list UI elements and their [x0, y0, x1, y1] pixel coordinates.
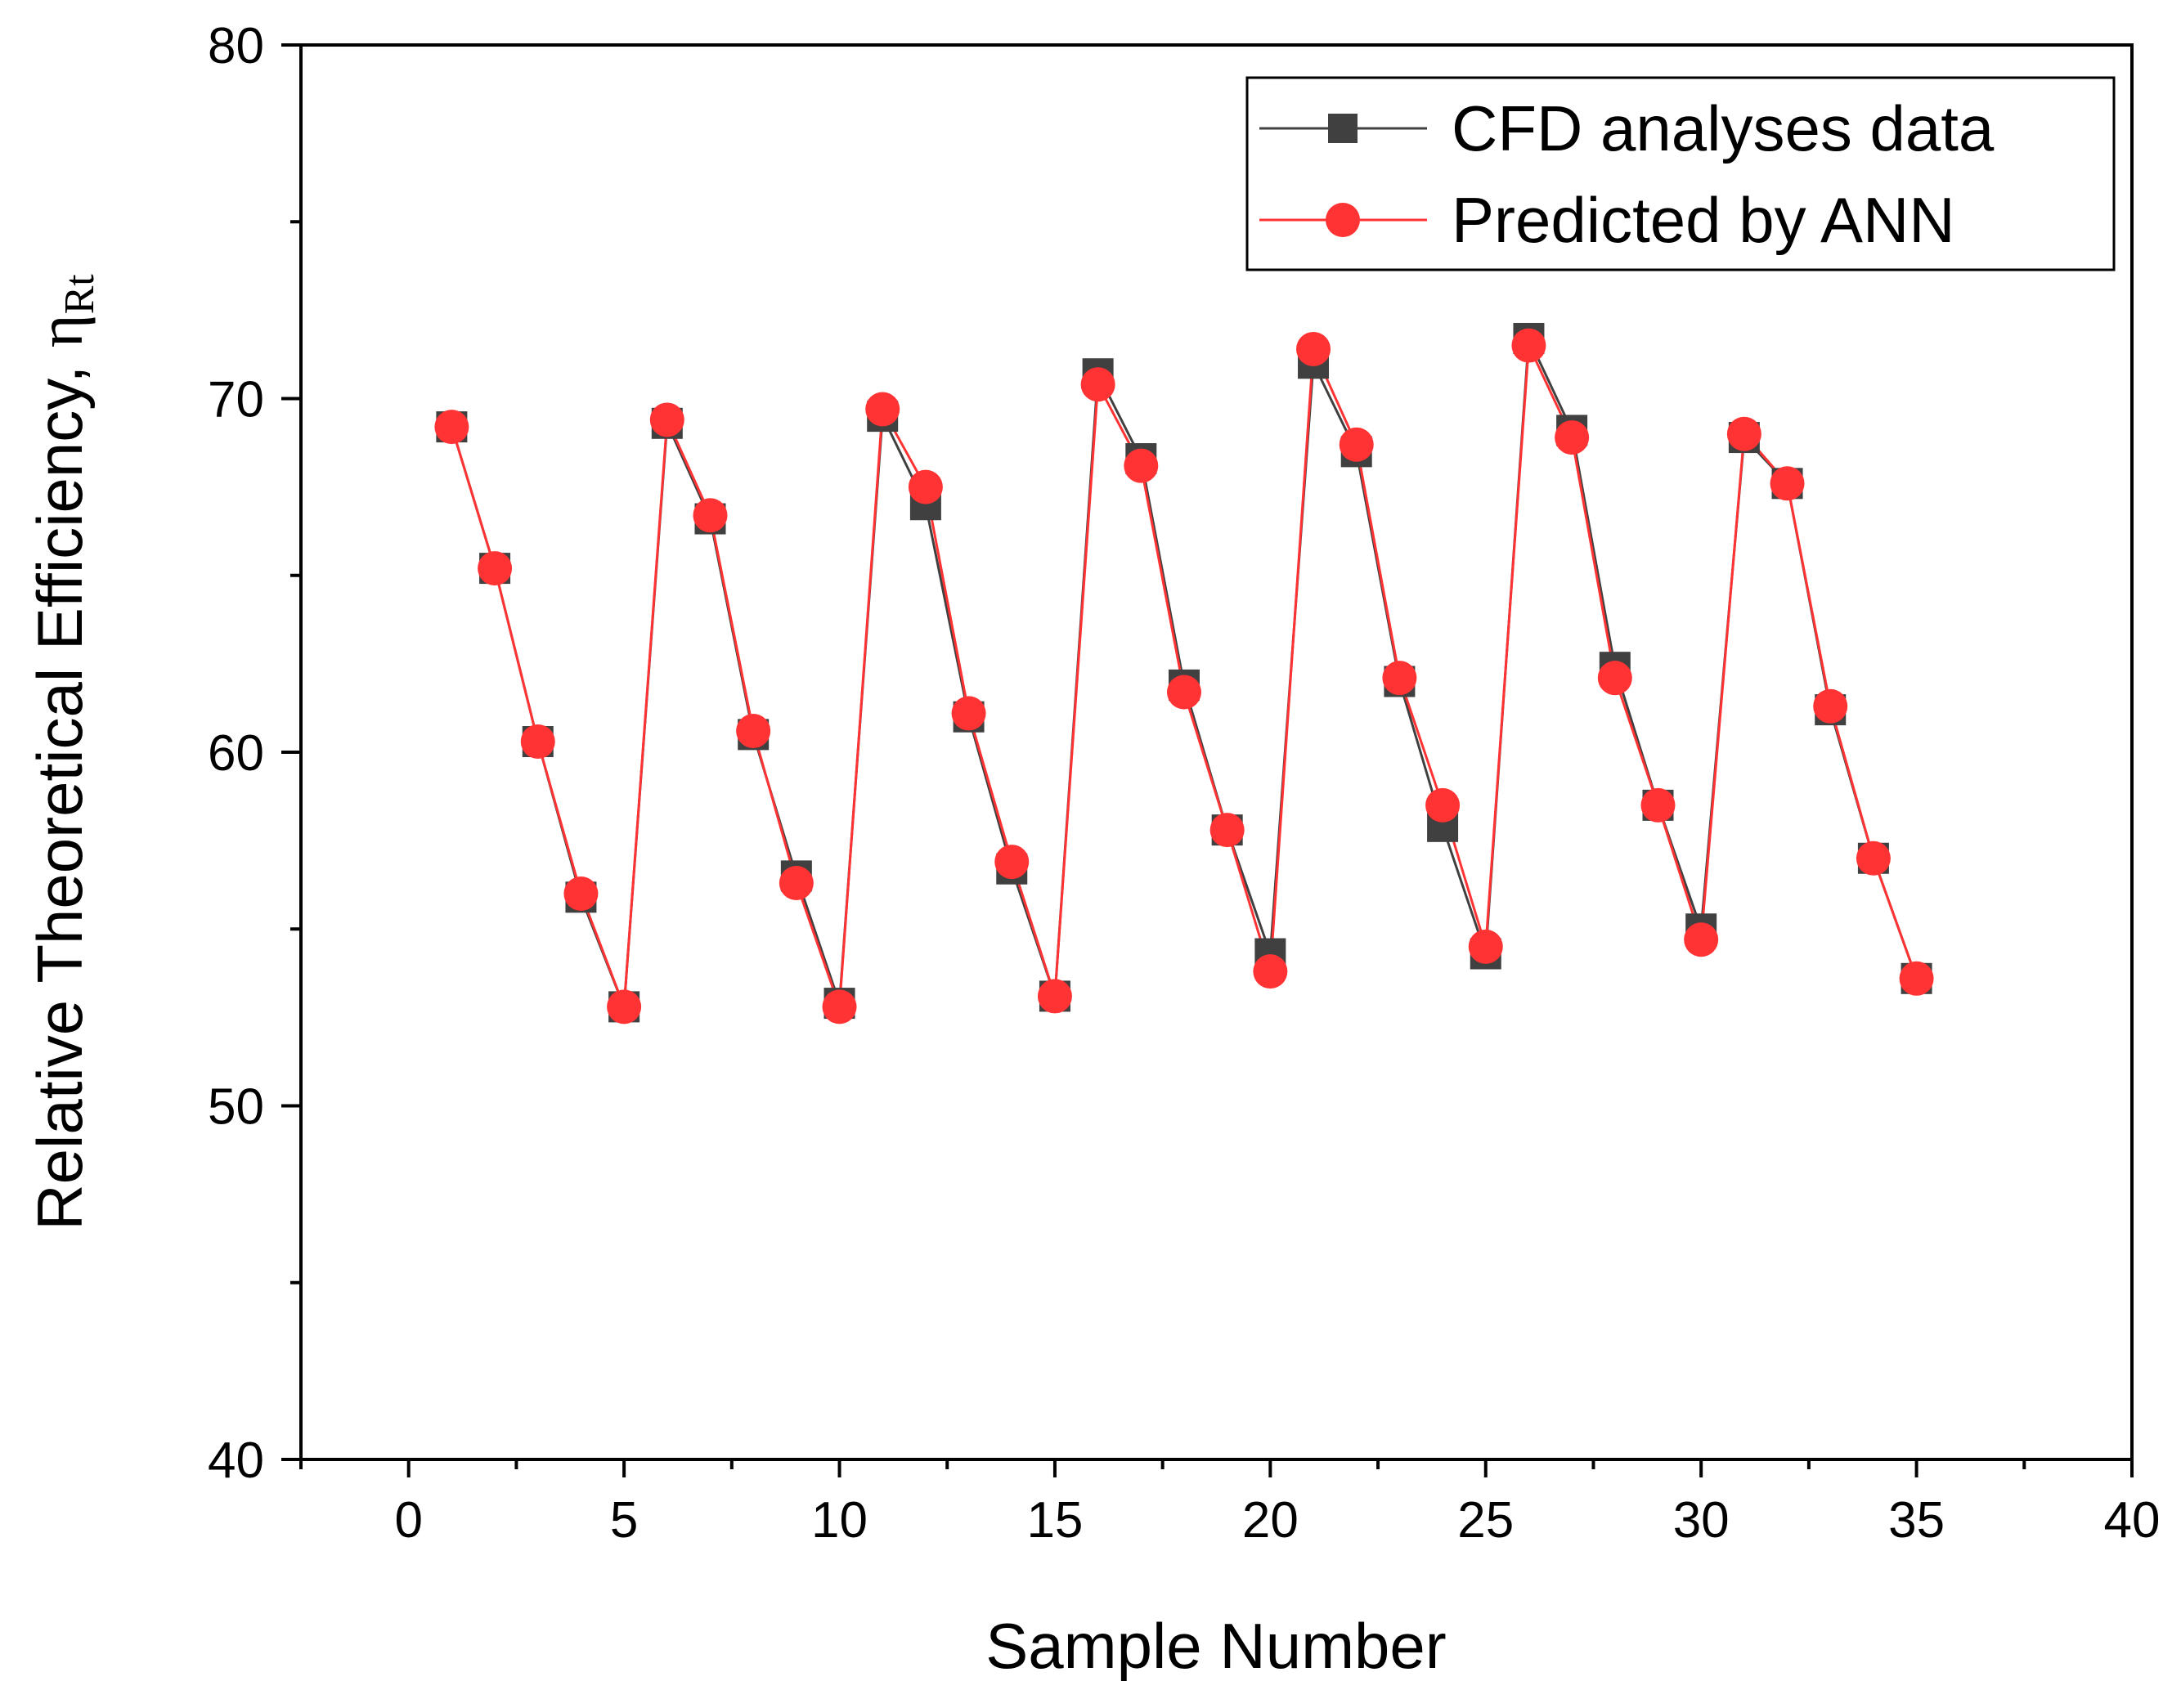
ann-point	[1640, 787, 1676, 823]
legend-label-cfd: CFD analyses data	[1452, 92, 1995, 164]
legend-label-ann: Predicted by ANN	[1452, 184, 1955, 256]
ann-point	[1899, 961, 1934, 996]
y-tick-label: 50	[208, 1079, 264, 1136]
ann-point	[994, 845, 1030, 880]
ann-point	[779, 866, 814, 901]
ann-point	[1124, 448, 1159, 483]
ann-point	[1555, 420, 1590, 455]
x-tick-label: 40	[2104, 1492, 2161, 1549]
ann-point	[1597, 661, 1632, 696]
x-tick-label: 20	[1242, 1492, 1299, 1549]
x-tick-label: 5	[610, 1492, 638, 1549]
ann-point	[1209, 813, 1245, 848]
x-tick-label: 0	[394, 1492, 422, 1549]
x-tick-label: 10	[811, 1492, 868, 1549]
ann-point	[736, 714, 771, 749]
x-tick-label: 15	[1026, 1492, 1083, 1549]
ann-point	[563, 876, 599, 911]
ann-point	[1382, 661, 1417, 696]
ann-point	[520, 724, 555, 760]
legend: CFD analyses data Predicted by ANN	[1245, 76, 2116, 271]
y-axis-title-symbol: η	[25, 314, 96, 347]
ann-point	[693, 498, 728, 533]
ann-point	[951, 696, 986, 731]
ann-point	[1425, 787, 1461, 823]
x-tick-label: 35	[1888, 1492, 1945, 1549]
ann-point	[822, 989, 857, 1024]
ann-point	[1770, 466, 1805, 501]
ann-point	[1684, 922, 1719, 957]
ann-point	[1253, 954, 1288, 989]
x-tick-label: 30	[1673, 1492, 1730, 1549]
ann-point	[1296, 331, 1331, 366]
ann-point	[1080, 367, 1115, 402]
ann-point	[1339, 427, 1374, 462]
ann-point	[649, 402, 684, 437]
ann-point	[1813, 688, 1848, 724]
legend-marker-cfd	[1328, 114, 1358, 143]
y-tick-label: 40	[208, 1432, 264, 1489]
y-axis-title-text: Relative Theoretical Efficiency,	[24, 347, 96, 1231]
ann-point	[434, 410, 469, 445]
ann-point	[1037, 979, 1072, 1014]
ann-point	[1856, 841, 1891, 876]
ann-point	[865, 392, 900, 427]
y-axis-title: Relative Theoretical Efficiency, ηRt	[24, 274, 103, 1231]
x-tick-label: 25	[1457, 1492, 1514, 1549]
ann-point	[1468, 929, 1503, 964]
x-axis-title: Sample Number	[985, 1610, 1447, 1682]
ann-point	[607, 989, 642, 1024]
y-tick-label: 70	[208, 372, 264, 428]
ann-point	[1511, 328, 1546, 363]
legend-marker-ann	[1326, 203, 1360, 237]
ann-point	[908, 469, 943, 504]
y-tick-label: 80	[208, 18, 264, 74]
ann-point	[478, 551, 513, 586]
y-tick-label: 60	[208, 725, 264, 782]
legend-box	[1245, 76, 2116, 271]
ann-point	[1726, 416, 1761, 451]
ann-point	[1166, 675, 1201, 710]
y-axis-title-subscript: Rt	[56, 274, 103, 315]
